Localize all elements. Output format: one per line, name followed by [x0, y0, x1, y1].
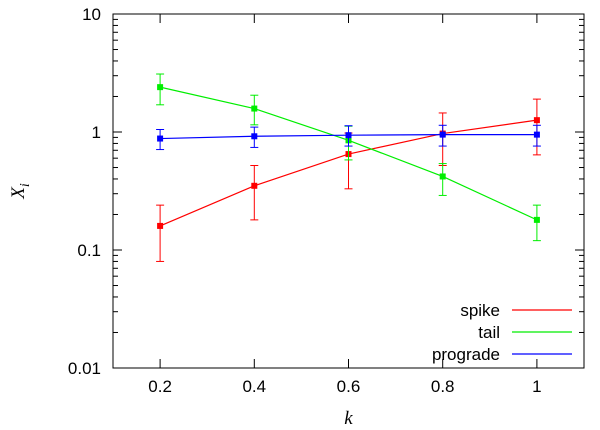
- series-spike: [156, 98, 541, 262]
- legend: spike tail prograde: [432, 301, 572, 364]
- data-point: [439, 173, 446, 180]
- y-axis-label-subscript: i: [18, 183, 33, 187]
- x-axis-label: k: [344, 408, 353, 429]
- data-point: [533, 131, 540, 138]
- data-point: [533, 216, 540, 223]
- y-tick-label: 1: [92, 123, 101, 142]
- y-tick-label: 0.1: [77, 241, 101, 260]
- legend-label-tail: tail: [478, 323, 500, 342]
- data-point: [251, 182, 258, 189]
- legend-label-spike: spike: [460, 301, 500, 320]
- data-point: [533, 117, 540, 124]
- series-prograde: [156, 124, 541, 151]
- legend-label-prograde: prograde: [432, 345, 500, 364]
- y-tick-label: 0.01: [68, 359, 101, 378]
- tick-labels: 0.2 0.4 0.6 0.8 1 0.01 0.1 1 10: [68, 5, 542, 396]
- series-tail: [156, 73, 541, 242]
- y-tick-label: 10: [82, 5, 101, 24]
- ticks: [113, 13, 584, 369]
- data-point: [157, 222, 164, 229]
- plot-frame: [112, 13, 585, 369]
- y-axis-label: Xi: [8, 183, 33, 200]
- series-layer: [156, 73, 541, 262]
- x-tick-label: 0.4: [242, 377, 266, 396]
- x-tick-label: 0.8: [431, 377, 455, 396]
- data-point: [157, 84, 164, 91]
- data-point: [157, 135, 164, 142]
- data-point: [251, 133, 258, 140]
- data-point: [439, 131, 446, 138]
- x-tick-label: 0.6: [337, 377, 361, 396]
- x-tick-label: 0.2: [148, 377, 172, 396]
- x-tick-label: 1: [532, 377, 541, 396]
- data-point: [251, 105, 258, 112]
- data-point: [345, 132, 352, 139]
